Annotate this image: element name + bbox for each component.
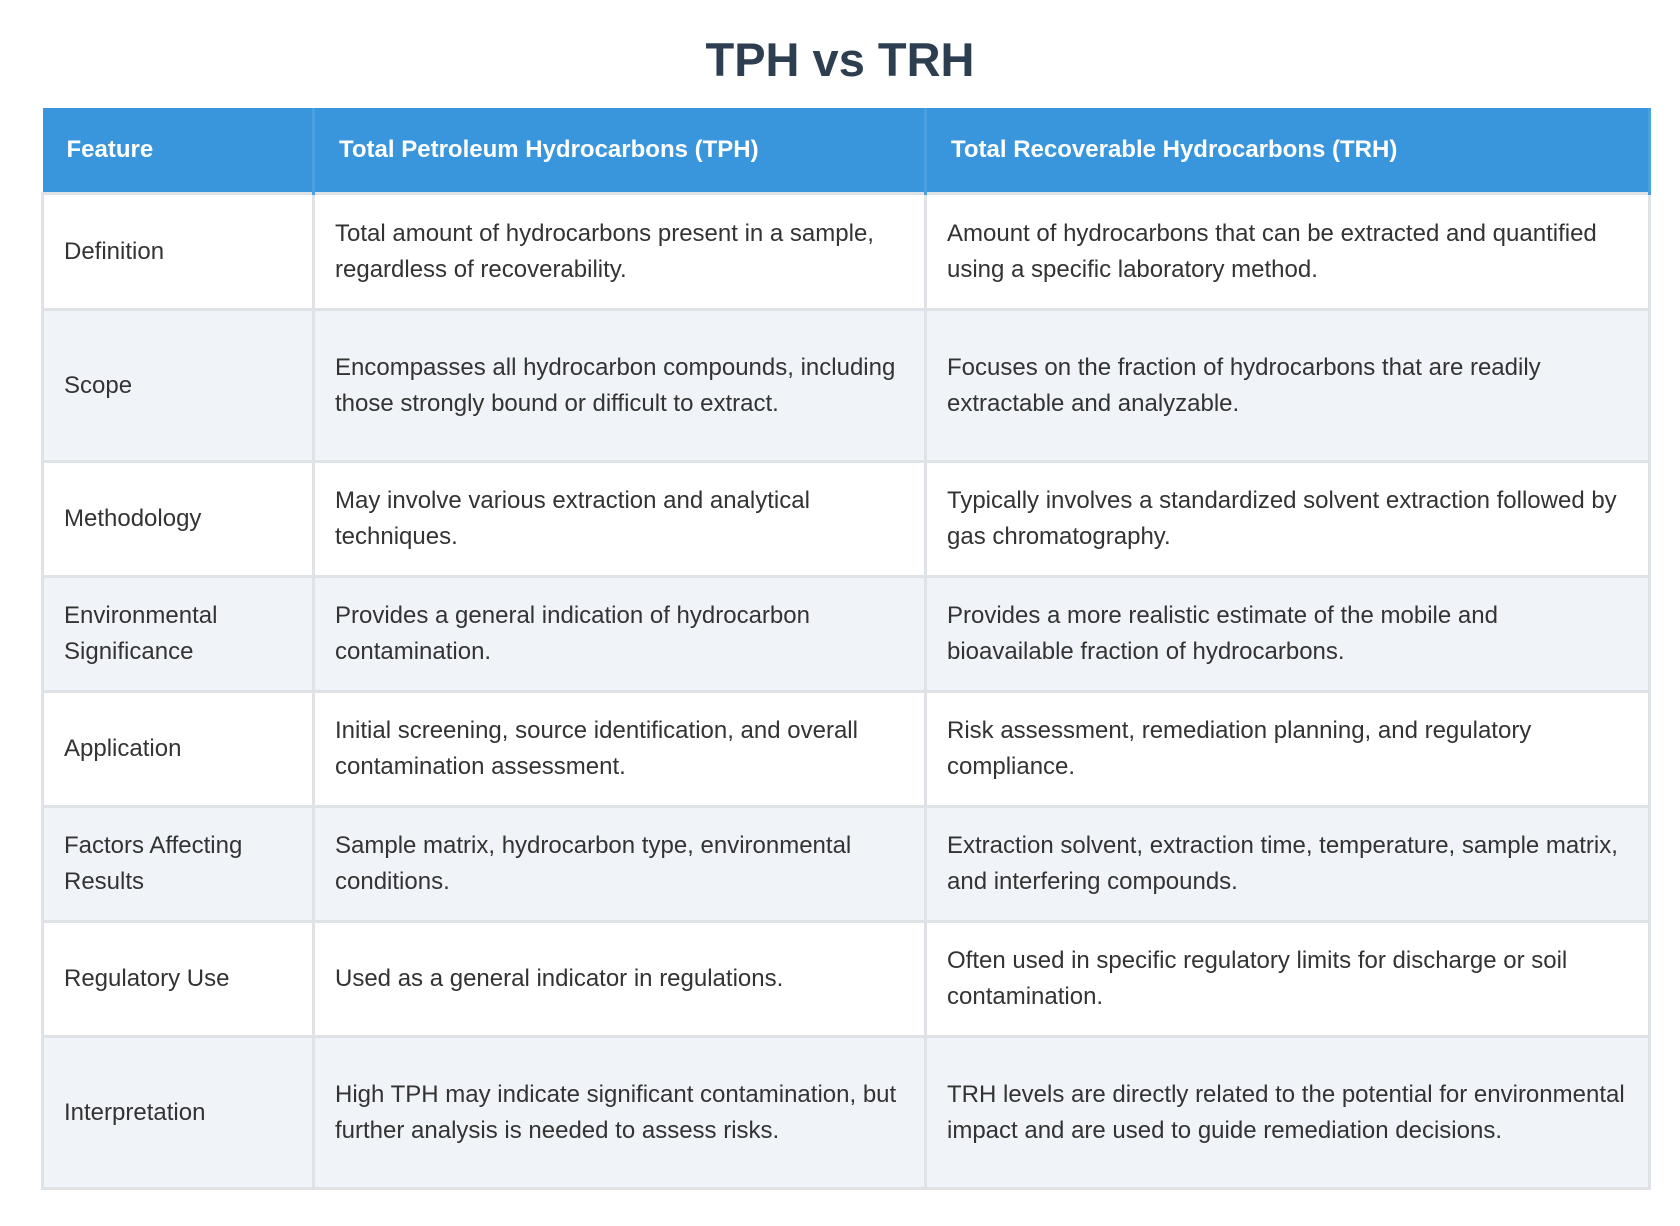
- table-row: Interpretation High TPH may indicate sign…: [41, 1035, 1651, 1190]
- table-cell: May involve various extraction and analy…: [312, 460, 927, 578]
- feature-cell: Regulatory Use: [41, 920, 315, 1038]
- feature-cell: Application: [41, 690, 315, 808]
- table-cell: TRH levels are directly related to the p…: [924, 1035, 1651, 1190]
- table-cell: Provides a more realistic estimate of th…: [924, 575, 1651, 693]
- table-row: Methodology May involve various extractio…: [41, 460, 1651, 578]
- column-header: Feature: [42, 108, 315, 194]
- table-cell: Used as a general indicator in regulatio…: [312, 920, 927, 1038]
- table-row: Scope Encompasses all hydrocarbon compoun…: [41, 308, 1651, 463]
- table-cell: High TPH may indicate significant contam…: [312, 1035, 927, 1190]
- column-header: Total Petroleum Hydrocarbons (TPH): [313, 108, 927, 194]
- feature-cell: Definition: [41, 192, 315, 311]
- comparison-table: Feature Total Petroleum Hydrocarbons (TPH…: [41, 108, 1651, 1190]
- feature-cell: Environmental Significance: [41, 575, 315, 693]
- header-row: Feature Total Petroleum Hydrocarbons (TPH…: [42, 108, 1651, 194]
- table-cell: Extraction solvent, extraction time, tem…: [924, 805, 1651, 923]
- feature-cell: Factors Affecting Results: [41, 805, 315, 923]
- feature-cell: Scope: [41, 308, 315, 463]
- table-row: Regulatory Use Used as a general indicato…: [41, 920, 1651, 1038]
- table-cell: Encompasses all hydrocarbon compounds, i…: [312, 308, 927, 463]
- table-cell: Initial screening, source identification…: [312, 690, 927, 808]
- feature-cell: Methodology: [41, 460, 315, 578]
- table-cell: Amount of hydrocarbons that can be extra…: [924, 192, 1651, 311]
- table-cell: Focuses on the fraction of hydrocarbons …: [924, 308, 1651, 463]
- column-header: Total Recoverable Hydrocarbons (TRH): [925, 108, 1651, 194]
- table-cell: Total amount of hydrocarbons present in …: [312, 192, 927, 311]
- table-cell: Risk assessment, remediation planning, a…: [924, 690, 1651, 808]
- table-cell: Provides a general indication of hydroca…: [312, 575, 927, 693]
- table-cell: Sample matrix, hydrocarbon type, environ…: [312, 805, 927, 923]
- table-row: Environmental Significance Provides a gen…: [41, 575, 1651, 693]
- table-row: Factors Affecting Results Sample matrix, …: [41, 805, 1651, 923]
- title: TPH vs TRH: [705, 33, 975, 86]
- table-row: Definition Total amount of hydrocarbons p…: [41, 192, 1651, 311]
- table-cell: Typically involves a standardized solven…: [924, 460, 1651, 578]
- table-row: Application Initial screening, source ide…: [41, 690, 1651, 808]
- table-cell: Often used in specific regulatory limits…: [924, 920, 1651, 1038]
- feature-cell: Interpretation: [41, 1035, 315, 1190]
